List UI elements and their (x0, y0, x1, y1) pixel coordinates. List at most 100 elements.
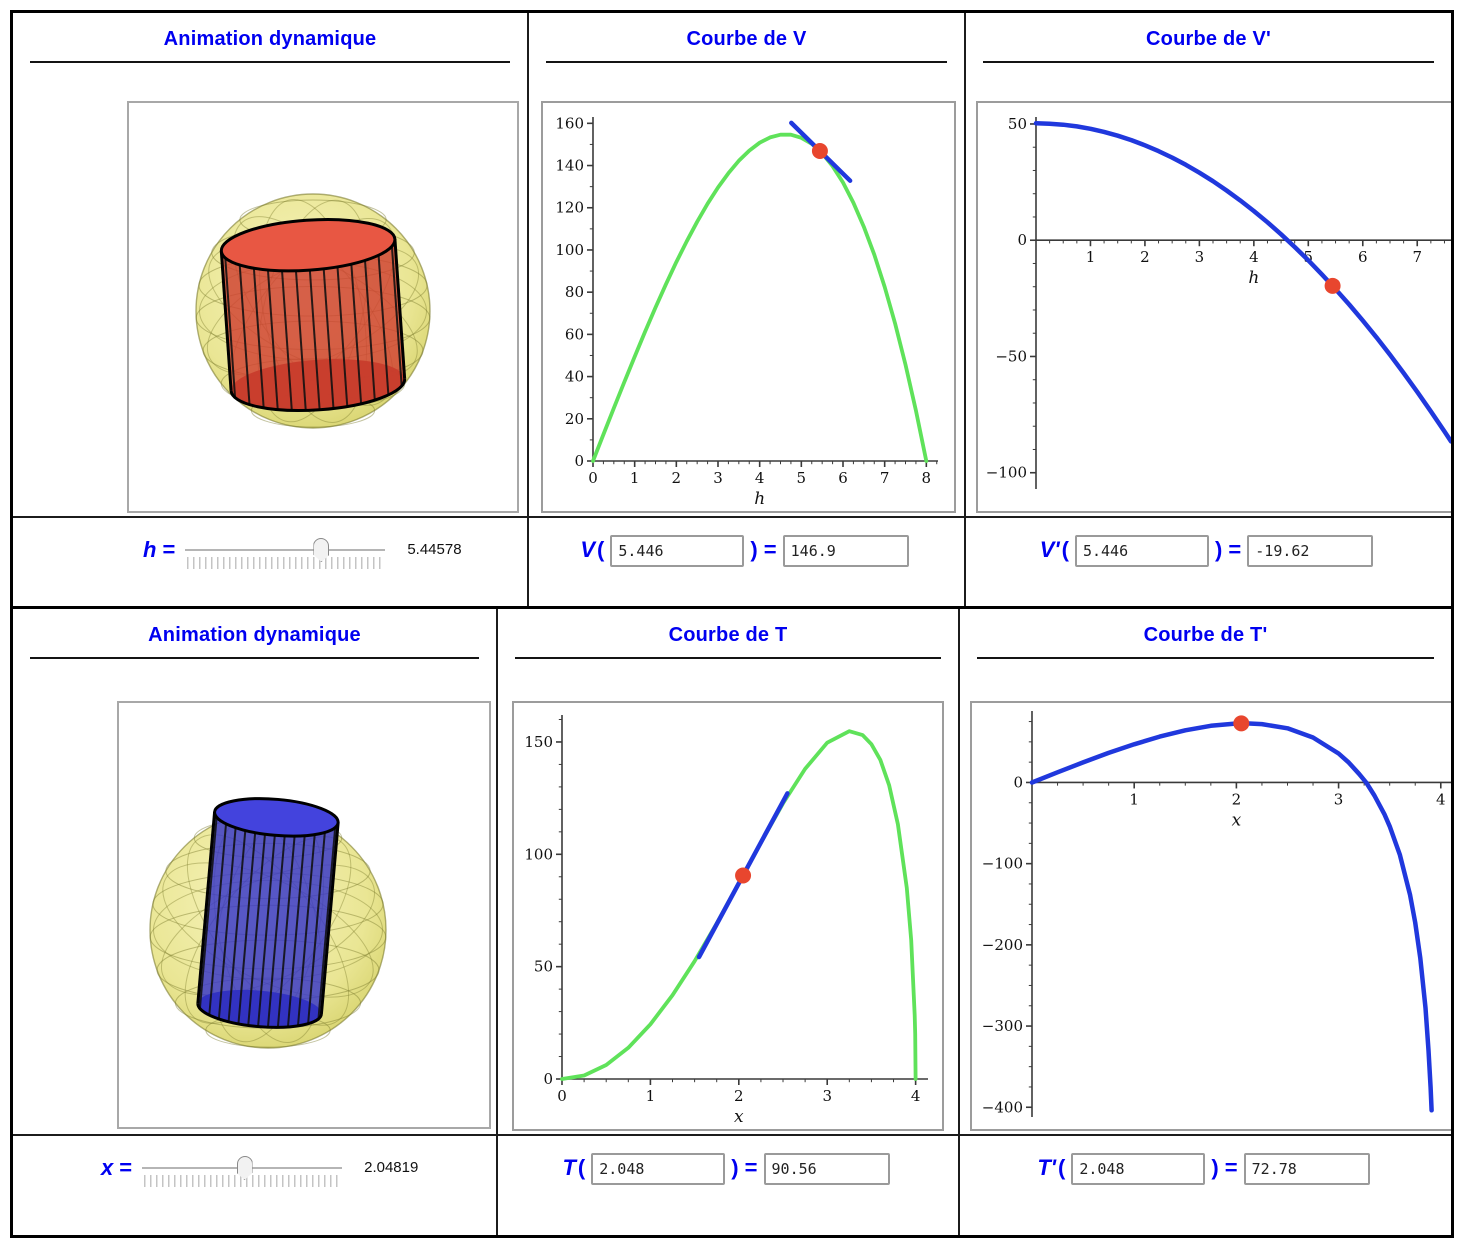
title-animation-1: Animation dynamique (163, 28, 377, 50)
x-slider-label: x (101, 1155, 114, 1180)
svg-text:3: 3 (1195, 248, 1205, 266)
t-result-input[interactable] (763, 1153, 890, 1185)
svg-text:100: 100 (524, 845, 553, 863)
header-rule (515, 657, 941, 659)
v-prime-result-input[interactable] (1247, 535, 1374, 567)
t-arg-input[interactable] (591, 1153, 726, 1185)
cell-chart-t: 0 1 2 3 4 0 50 100 150 x (496, 697, 958, 1134)
h-slider-value: 5.44578 (407, 541, 462, 558)
x-slider[interactable] (142, 1155, 343, 1189)
x-slider-tickmarks (144, 1175, 341, 1187)
table-volume: Animation dynamique Courbe de V Courbe d… (13, 13, 1451, 606)
h-slider-thumb[interactable] (313, 538, 330, 562)
svg-text:1: 1 (630, 469, 640, 487)
header-animation-2: Animation dynamique (13, 609, 496, 697)
title-courbe-v: Courbe de V (686, 28, 807, 50)
v-arg-input[interactable] (610, 535, 745, 567)
svg-text:100: 100 (555, 241, 584, 259)
x-slider-value: 2.04819 (364, 1159, 419, 1176)
h-slider-track[interactable] (185, 549, 386, 551)
t-prime-result-input[interactable] (1243, 1153, 1370, 1185)
svg-text:50: 50 (534, 958, 553, 976)
svg-text:3: 3 (822, 1087, 832, 1105)
svg-text:4: 4 (1249, 248, 1259, 266)
svg-text:1: 1 (646, 1087, 656, 1105)
header-rule (30, 657, 479, 659)
h-slider[interactable] (185, 537, 386, 571)
title-courbe-t: Courbe de T (668, 624, 788, 646)
svg-text:2: 2 (734, 1087, 744, 1105)
cell-chart-v-prime: 1 2 3 4 5 6 7 −100 −50 0 50 h (964, 99, 1451, 516)
sphere-cylinder-view-blue[interactable] (119, 703, 489, 1127)
plot-courbe-t: 0 1 2 3 4 0 50 100 150 x (512, 701, 944, 1131)
svg-text:−400: −400 (982, 1098, 1023, 1116)
svg-text:1: 1 (1086, 248, 1096, 266)
title-courbe-t-prime: Courbe de T' (1143, 624, 1268, 646)
svg-text:2: 2 (1140, 248, 1150, 266)
svg-text:4: 4 (911, 1087, 921, 1105)
animation-3d-blue-cylinder[interactable] (117, 701, 491, 1129)
svg-text:0: 0 (588, 469, 598, 487)
h-slider-label: h (143, 537, 157, 562)
svg-text:6: 6 (838, 469, 848, 487)
v-prime-function-name: V' (1039, 537, 1060, 562)
t-prime-arg-input[interactable] (1071, 1153, 1206, 1185)
t-prime-close-paren-equals: ) = (1211, 1155, 1238, 1180)
v-close-paren-equals: ) = (750, 537, 777, 562)
header-courbe-v-prime: Courbe de V' (964, 13, 1451, 99)
title-courbe-v-prime: Courbe de V' (1146, 28, 1271, 50)
svg-text:h: h (1248, 268, 1259, 288)
svg-text:60: 60 (565, 325, 584, 343)
header-animation-1: Animation dynamique (13, 13, 527, 99)
svg-text:160: 160 (555, 114, 584, 132)
chart-t: 0 1 2 3 4 0 50 100 150 x (514, 703, 942, 1129)
v-result-input[interactable] (782, 535, 909, 567)
svg-text:−300: −300 (982, 1017, 1023, 1035)
animation-3d-red-cylinder[interactable] (127, 101, 519, 513)
cell-chart-t-prime: 1 2 3 4 0 −100 −200 −300 −400 x (958, 697, 1451, 1134)
cell-chart-v: 0 1 2 3 4 5 6 7 8 0 20 40 60 80 100 120 140 160 h (527, 99, 964, 516)
table-t: Animation dynamique Courbe de T Courbe d… (13, 606, 1451, 1235)
cell-scene-blue (13, 697, 496, 1134)
v-prime-close-paren-equals: ) = (1214, 537, 1242, 562)
v-prime-open-paren: ( (1061, 537, 1069, 562)
svg-text:2: 2 (1232, 790, 1242, 808)
t-function-name: T (562, 1155, 576, 1180)
header-courbe-t-prime: Courbe de T' (958, 609, 1451, 697)
svg-text:3: 3 (1334, 790, 1344, 808)
sphere-cylinder-view-red[interactable] (129, 103, 517, 511)
svg-text:3: 3 (713, 469, 723, 487)
h-slider-tickmarks (187, 557, 384, 569)
svg-text:6: 6 (1358, 248, 1368, 266)
svg-text:−200: −200 (982, 936, 1023, 954)
svg-text:0: 0 (1013, 773, 1023, 791)
svg-text:150: 150 (524, 733, 553, 751)
chart-t-prime: 1 2 3 4 0 −100 −200 −300 −400 x (972, 703, 1451, 1129)
svg-text:−50: −50 (995, 347, 1027, 365)
svg-text:−100: −100 (986, 464, 1027, 482)
svg-text:4: 4 (1436, 790, 1446, 808)
svg-text:80: 80 (565, 283, 584, 301)
chart-v-prime: 1 2 3 4 5 6 7 −100 −50 0 50 h (978, 103, 1451, 511)
svg-text:7: 7 (1412, 248, 1422, 266)
x-equals-sign: = (119, 1155, 133, 1180)
svg-text:50: 50 (1008, 115, 1027, 133)
x-slider-thumb[interactable] (236, 1156, 253, 1180)
svg-text:1: 1 (1129, 790, 1139, 808)
svg-text:0: 0 (557, 1087, 567, 1105)
plot-courbe-v: 0 1 2 3 4 5 6 7 8 0 20 40 60 80 100 120 140 160 h (541, 101, 956, 513)
v-open-paren: ( (597, 537, 605, 562)
chart-v: 0 1 2 3 4 5 6 7 8 0 20 40 60 80 100 120 140 160 h (543, 103, 954, 511)
svg-text:0: 0 (1017, 231, 1027, 249)
svg-text:140: 140 (555, 157, 584, 175)
t-prime-open-paren: ( (1058, 1155, 1066, 1180)
v-prime-arg-input[interactable] (1074, 535, 1209, 567)
header-rule (30, 61, 510, 63)
v-prime-value-cell: V' ( ) = (964, 516, 1451, 606)
svg-text:0: 0 (543, 1070, 553, 1088)
header-courbe-v: Courbe de V (527, 13, 964, 99)
header-courbe-t: Courbe de T (496, 609, 958, 697)
title-animation-2: Animation dynamique (148, 624, 361, 646)
v-function-name: V (580, 537, 596, 562)
